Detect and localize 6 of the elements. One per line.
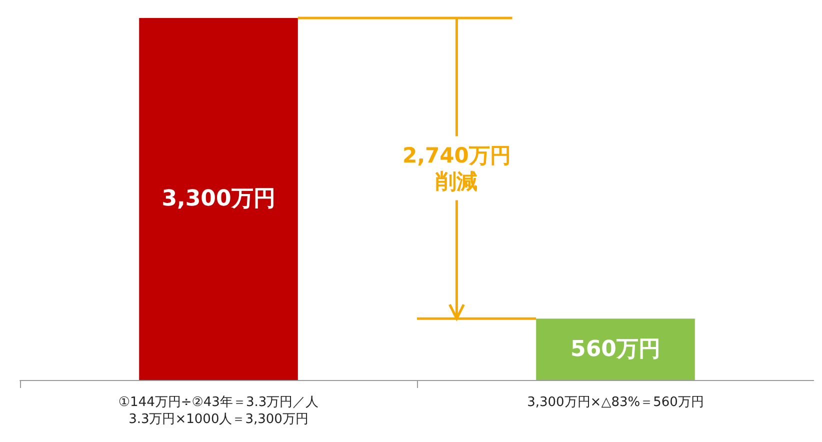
x-tick-label: ①144万円÷②43年＝3.3万円／人 3.3万円×1000人＝3,300万円: [118, 395, 319, 427]
data-label: 560万円: [570, 336, 660, 362]
x-tick-label: 3,300万円×△83%＝560万円: [527, 395, 704, 410]
annotation: 2,740万円: [402, 143, 511, 168]
annotation: 削減: [434, 169, 478, 194]
data-label: 3,300万円: [162, 186, 276, 212]
